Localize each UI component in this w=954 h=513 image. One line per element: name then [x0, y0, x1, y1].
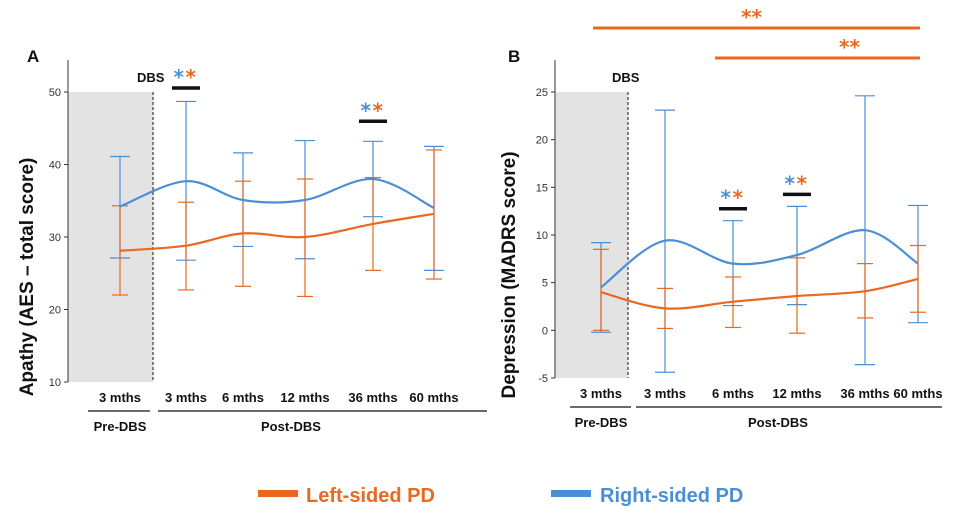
group-label: Pre-DBS — [575, 415, 628, 430]
x-tick-label: 12 mths — [772, 386, 821, 401]
pre-dbs-shading — [555, 92, 628, 378]
x-tick-label: 12 mths — [280, 390, 329, 405]
y-tick-label: 40 — [49, 160, 61, 172]
panel-b: -5 0 5 10 15 20 25 Depression (MADRS score) B DBS… — [499, 5, 943, 430]
x-tick-label: 36 mths — [840, 386, 889, 401]
significance-star: * — [797, 171, 808, 195]
panel-letter: A — [27, 47, 39, 66]
significance-star: * — [361, 98, 372, 122]
group-label: Pre-DBS — [94, 419, 147, 434]
significance-star: * — [721, 186, 732, 210]
x-tick-label: 60 mths — [409, 390, 458, 405]
significance-star: * — [785, 171, 796, 195]
group-label: Post-DBS — [261, 419, 321, 434]
series-line-right-sided-pd — [119, 177, 435, 209]
series-line-left-sided-pd — [119, 212, 435, 252]
x-tick-label: 6 mths — [222, 390, 264, 405]
legend-label-left: Left-sided PD — [306, 485, 435, 507]
x-tick-label: 3 mths — [165, 390, 207, 405]
x-tick-label: 6 mths — [712, 386, 754, 401]
x-tick-label: 3 mths — [644, 386, 686, 401]
legend-swatch-left — [258, 490, 298, 497]
legend-swatch-right — [551, 490, 591, 497]
pre-dbs-shading — [68, 92, 153, 382]
y-axis-label: Depression (MADRS score) — [499, 151, 520, 398]
x-tick-label: 60 mths — [893, 386, 942, 401]
y-tick-label: 20 — [536, 135, 548, 147]
significance-star: * — [174, 65, 185, 89]
y-tick-label: 5 — [542, 278, 548, 290]
y-tick-label: 10 — [536, 230, 548, 242]
y-tick-label: 50 — [49, 87, 61, 99]
significance-star: * — [733, 186, 744, 210]
y-axis-label: Apathy (AES – total score) — [17, 158, 38, 397]
dbs-label: DBS — [137, 70, 165, 85]
y-tick-label: -5 — [538, 373, 548, 385]
significance-star: * — [186, 65, 197, 89]
y-tick-label: 10 — [49, 377, 61, 389]
y-tick-label: 20 — [49, 305, 61, 317]
group-label: Post-DBS — [748, 415, 808, 430]
x-tick-label: 3 mths — [580, 386, 622, 401]
dbs-label: DBS — [612, 70, 640, 85]
series-line-left-sided-pd — [600, 277, 919, 310]
significance-star: * — [373, 98, 384, 122]
y-tick-label: 25 — [536, 87, 548, 99]
x-tick-label: 3 mths — [99, 390, 141, 405]
y-tick-label: 15 — [536, 182, 548, 194]
y-tick-label: 0 — [542, 325, 548, 337]
legend-label-right: Right-sided PD — [600, 485, 743, 507]
x-tick-label: 36 mths — [348, 390, 397, 405]
bracket-stars: ** — [839, 35, 860, 59]
bracket-stars: ** — [741, 5, 762, 29]
series-line-right-sided-pd — [600, 229, 919, 289]
y-tick-label: 30 — [49, 232, 61, 244]
panel-letter: B — [508, 47, 520, 66]
panel-a: 10 20 30 40 50 Apathy (AES – total score) A DBS… — [17, 47, 487, 434]
legend: Left-sided PD Right-sided PD — [258, 485, 743, 507]
